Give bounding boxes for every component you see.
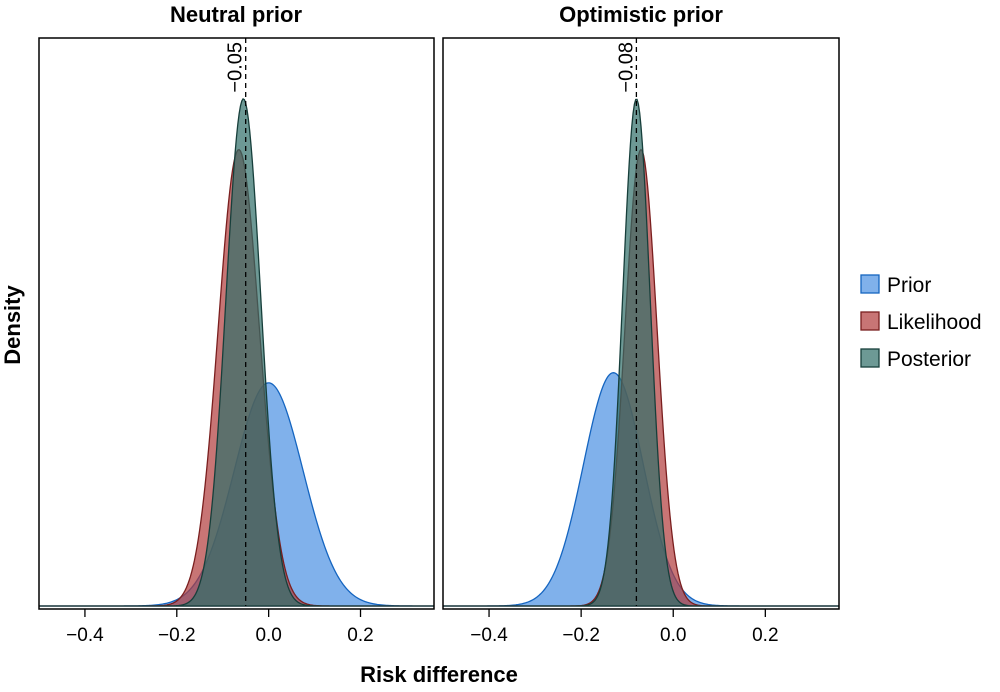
x-tick-label: 0.2 — [347, 625, 373, 646]
x-tick-label: 0.0 — [660, 625, 686, 646]
panel-frame — [38, 37, 435, 610]
reference-line-label: −0.05 — [225, 42, 247, 93]
legend-label-prior: Prior — [887, 274, 931, 297]
plot-area: −0.05 — [39, 38, 434, 607]
legend-swatch-likelihood — [860, 311, 880, 331]
legend-swatch-prior — [860, 274, 880, 294]
x-axis-title: Risk difference — [360, 662, 518, 687]
x-tick-label: 0.2 — [752, 625, 778, 646]
x-tick-label: −0.4 — [470, 625, 508, 646]
legend-swatch-posterior — [860, 348, 880, 368]
x-tick-label: −0.4 — [66, 625, 104, 646]
legend-label-likelihood: Likelihood — [887, 311, 982, 334]
reference-line-label: −0.08 — [615, 42, 637, 93]
panel-title: Neutral prior — [170, 2, 302, 27]
y-axis-title: Density — [0, 285, 25, 365]
plot-area: −0.08 — [443, 38, 839, 607]
x-tick-label: −0.2 — [158, 625, 196, 646]
panel-title: Optimistic prior — [559, 2, 723, 27]
panel-neutral-prior: Neutral prior −0.05 −0.4 −0.2 0.0 0.2 — [38, 2, 435, 646]
panel-frame — [442, 37, 840, 610]
x-ticks: −0.4 −0.2 0.0 0.2 — [470, 609, 779, 646]
legend: Prior Likelihood Posterior — [860, 274, 982, 371]
panel-optimistic-prior: Optimistic prior −0.08 −0.4 −0.2 0.0 0.2 — [442, 2, 840, 646]
density-posterior — [443, 98, 839, 607]
x-tick-label: −0.2 — [562, 625, 600, 646]
density-posterior — [39, 98, 434, 607]
x-tick-label: 0.0 — [255, 625, 281, 646]
x-ticks: −0.4 −0.2 0.0 0.2 — [66, 609, 374, 646]
legend-label-posterior: Posterior — [887, 348, 971, 371]
